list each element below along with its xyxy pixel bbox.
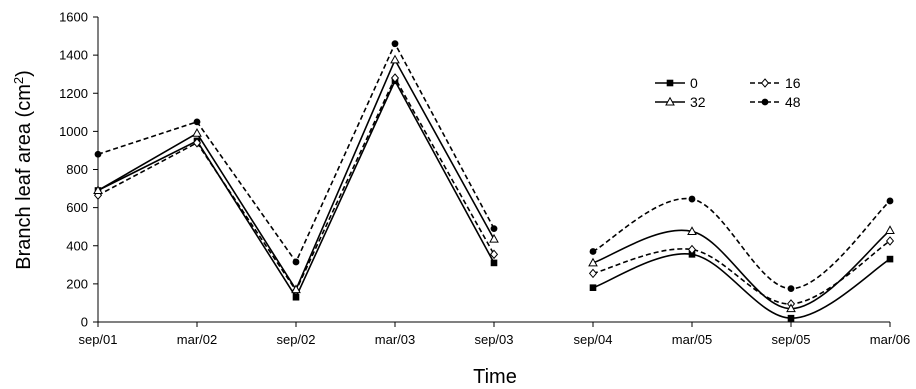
data-point — [490, 225, 498, 232]
x-ticks: sep/01 mar/02 sep/02 mar/03 sep/03 sep/04 mar/… — [78, 322, 910, 347]
data-point — [787, 285, 795, 293]
legend-label: 32 — [690, 94, 706, 110]
data-point — [490, 259, 498, 267]
series-line — [592, 229, 891, 310]
y-ticks: 0 200 400 600 800 1000 1200 1400 1600 — [59, 10, 98, 330]
series-line — [97, 58, 495, 292]
y-tick-label: 1600 — [59, 10, 88, 25]
data-point — [93, 185, 103, 194]
legend-marker — [665, 96, 675, 106]
data-point — [192, 128, 202, 137]
legend-entry: 0 — [655, 75, 698, 91]
data-point — [292, 258, 300, 266]
data-point — [588, 268, 598, 279]
data-point — [489, 233, 499, 243]
y-tick-label: 1000 — [59, 124, 88, 139]
data-point — [589, 248, 597, 255]
x-tick-label: sep/04 — [573, 332, 612, 347]
y-tick-label: 1400 — [59, 48, 88, 63]
legend-entry: 32 — [655, 94, 706, 110]
x-tick-label: mar/03 — [375, 332, 415, 347]
data-point — [886, 197, 894, 205]
series-layer — [93, 40, 895, 322]
data-point — [787, 314, 795, 322]
y-axis-title-close: ) — [13, 70, 35, 77]
data-point — [192, 138, 202, 148]
data-point — [390, 54, 400, 64]
y-axis-title: Branch leaf area (cm2) — [11, 70, 35, 270]
data-point — [292, 293, 300, 301]
legend-entry: 16 — [750, 75, 801, 91]
data-point — [291, 284, 301, 294]
legend-entry: 48 — [750, 94, 801, 110]
series-0 — [94, 77, 894, 322]
legend-marker — [761, 98, 769, 106]
y-tick-label: 600 — [66, 200, 88, 215]
x-axis-title: Time — [473, 366, 517, 388]
legend-marker — [760, 78, 770, 88]
data-point — [687, 226, 697, 235]
y-tick-label: 0 — [81, 315, 88, 330]
y-tick-label: 400 — [66, 238, 88, 253]
legend-marker — [666, 79, 674, 87]
data-point — [885, 236, 895, 246]
series-48 — [94, 40, 894, 293]
data-point — [390, 73, 400, 83]
data-point — [193, 118, 201, 126]
x-tick-label: mar/02 — [177, 332, 217, 347]
x-tick-label: sep/03 — [474, 332, 513, 347]
series-line — [592, 240, 891, 305]
data-point — [391, 40, 399, 48]
legend-label: 0 — [690, 75, 698, 91]
series-line — [592, 253, 891, 319]
y-tick-label: 200 — [66, 276, 88, 291]
data-point — [786, 303, 796, 313]
data-point — [885, 225, 895, 234]
series-16 — [93, 73, 895, 309]
data-point — [589, 284, 597, 291]
legend-label: 48 — [785, 94, 801, 110]
data-point — [687, 244, 697, 255]
data-point — [94, 150, 102, 158]
x-tick-label: sep/01 — [78, 332, 117, 347]
data-point — [588, 257, 598, 267]
x-tick-label: mar/05 — [672, 332, 712, 347]
axes: 0 200 400 600 800 1000 1200 1400 1600 sep/01 mar/… — [59, 10, 910, 348]
y-axis-title-sup: 2 — [11, 77, 26, 84]
y-tick-label: 1200 — [59, 86, 88, 101]
data-point — [688, 195, 696, 203]
legend: 0 16 32 48 — [655, 75, 801, 110]
y-axis-title-main: Branch leaf area (cm — [13, 84, 35, 270]
data-point — [886, 255, 894, 263]
data-point — [489, 249, 499, 260]
x-tick-label: mar/06 — [870, 332, 910, 347]
x-tick-label: sep/05 — [771, 332, 810, 347]
y-tick-label: 800 — [66, 162, 88, 177]
x-tick-label: sep/02 — [276, 332, 315, 347]
legend-label: 16 — [785, 75, 801, 91]
series-32 — [93, 54, 895, 313]
